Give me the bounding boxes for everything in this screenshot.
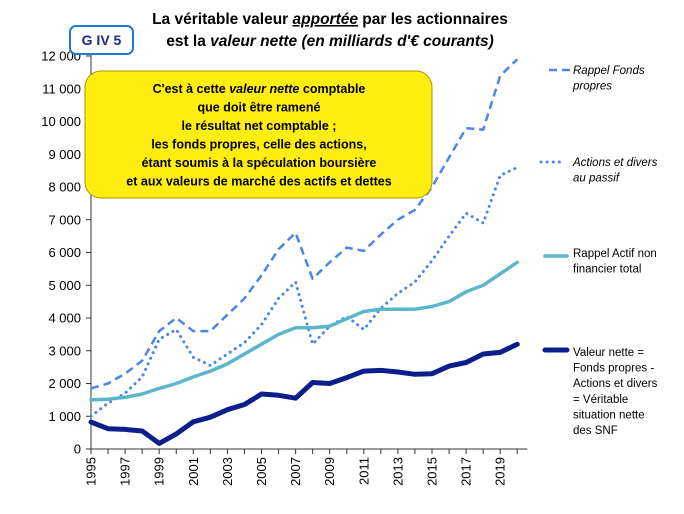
header: G IV 5 La véritable valeur apportée par l… — [69, 11, 508, 55]
y-tick-label: 3 000 — [48, 343, 81, 358]
y-tick-label: 5 000 — [48, 278, 81, 293]
legend-label-line: situation nette — [573, 409, 645, 421]
y-tick-label: 11 000 — [42, 81, 81, 96]
legend-label-actions: Actions et divers au passif — [572, 157, 658, 185]
annotation-line-run: comptable — [299, 82, 365, 96]
legend-label-line: des SNF — [573, 425, 618, 437]
annotation-line-run: le résultat net comptable ; — [182, 119, 337, 133]
x-tick-label: 2009 — [322, 457, 337, 486]
y-tick-label: 2 000 — [48, 376, 81, 391]
chart-title-line2-run: valeur nette (en milliards d'€ courants) — [210, 33, 494, 50]
x-tick-label: 2011 — [356, 457, 371, 485]
legend-label-line: Rappel Fonds — [573, 65, 645, 77]
annotation-line-run: étant soumis à la spéculation boursière — [142, 156, 377, 170]
badge-label: G IV 5 — [82, 32, 122, 48]
x-tick-label: 2015 — [425, 457, 440, 486]
legend-label-line: Actions et divers — [572, 157, 658, 169]
chart-title-line2: est la valeur nette (en milliards d'€ co… — [166, 33, 494, 50]
legend-label-line: Valeur nette = — [573, 347, 644, 359]
annotation-line-run: C'est à cette — [153, 82, 230, 96]
x-tick-label: 1999 — [152, 457, 167, 486]
annotation-line-run: et aux valeurs de marché des actifs et d… — [126, 175, 391, 189]
legend-label-line: propres — [572, 81, 612, 93]
annotation-box-bg — [84, 70, 433, 199]
legend-label-fonds_propres: Rappel Fonds propres — [572, 65, 645, 93]
annotation-line-run: que doit être ramené — [198, 101, 321, 115]
series-line-actions — [89, 165, 519, 418]
annotation-line: et aux valeurs de marché des actifs et d… — [126, 175, 391, 189]
x-tick-label: 2017 — [459, 457, 474, 486]
annotation-line: les fonds propres, celle des actions, — [151, 138, 366, 152]
y-tick-label: 9 000 — [48, 147, 81, 162]
axes: 0 1 000 2 000 3 000 4 000 5 000 6 000 7 000 8 00… — [41, 49, 528, 486]
legend-label-valeur_nette: Valeur nette = Fonds propres - Actions et … — [573, 347, 658, 437]
x-tick-label: 2007 — [288, 457, 303, 486]
legend-label-line: = Véritable — [573, 394, 628, 406]
y-tick-label: 6 000 — [48, 245, 81, 260]
legend-label-line: Rappel Actif non — [573, 248, 657, 260]
annotation-line: C'est à cette valeur nette comptable — [153, 82, 366, 96]
series-lines — [88, 58, 520, 446]
series-line-actif — [89, 260, 520, 402]
legend-label-line: au passif — [573, 173, 621, 185]
chart-title-line1-run: apportée — [293, 11, 359, 28]
annotation-line-run: les fonds propres, celle des actions, — [151, 138, 366, 152]
x-tick-label: 2001 — [186, 457, 201, 486]
badge-box — [69, 25, 134, 55]
x-tick-label: 2003 — [220, 457, 235, 486]
chart-title-line1-run: par les actionnaires — [358, 11, 508, 28]
y-tick-label: 10 000 — [41, 114, 81, 129]
legend-label-actif: Rappel Actif non financier total — [573, 248, 657, 276]
annotation-line: que doit être ramené — [198, 101, 321, 115]
series-line-valeur_nette — [88, 341, 520, 446]
annotation-line-run: valeur nette — [229, 82, 299, 96]
x-tick-label: 2019 — [493, 457, 508, 486]
legend: Rappel Fonds propres Actions et divers au p… — [539, 65, 658, 437]
legend-label-line: financier total — [573, 264, 641, 276]
y-tick-label: 7 000 — [48, 212, 81, 227]
annotation-line: le résultat net comptable ; — [182, 119, 337, 133]
chart-title-line1: La véritable valeur apportée par les act… — [152, 11, 508, 28]
series-line-fonds_propres — [90, 58, 519, 390]
legend-label-line: Fonds propres - — [573, 363, 654, 375]
legend-label-line: Actions et divers — [573, 378, 658, 390]
y-tick-label: 8 000 — [48, 180, 81, 195]
x-tick-label: 2013 — [390, 457, 405, 486]
x-tick-label: 1995 — [84, 457, 99, 486]
y-tick-label: 0 — [74, 442, 81, 457]
chart-title-line1-run: La véritable valeur — [152, 11, 292, 28]
y-tick-label: 4 000 — [48, 311, 81, 326]
y-tick-label: 1 000 — [48, 409, 81, 424]
annotation-box: C'est à cette valeur nette comptable que … — [84, 70, 433, 199]
chart-title-line2-run: est la — [166, 33, 210, 50]
x-tick-label: 2005 — [254, 457, 269, 486]
annotation-line: étant soumis à la spéculation boursière — [142, 156, 377, 170]
x-tick-label: 1997 — [118, 457, 133, 486]
